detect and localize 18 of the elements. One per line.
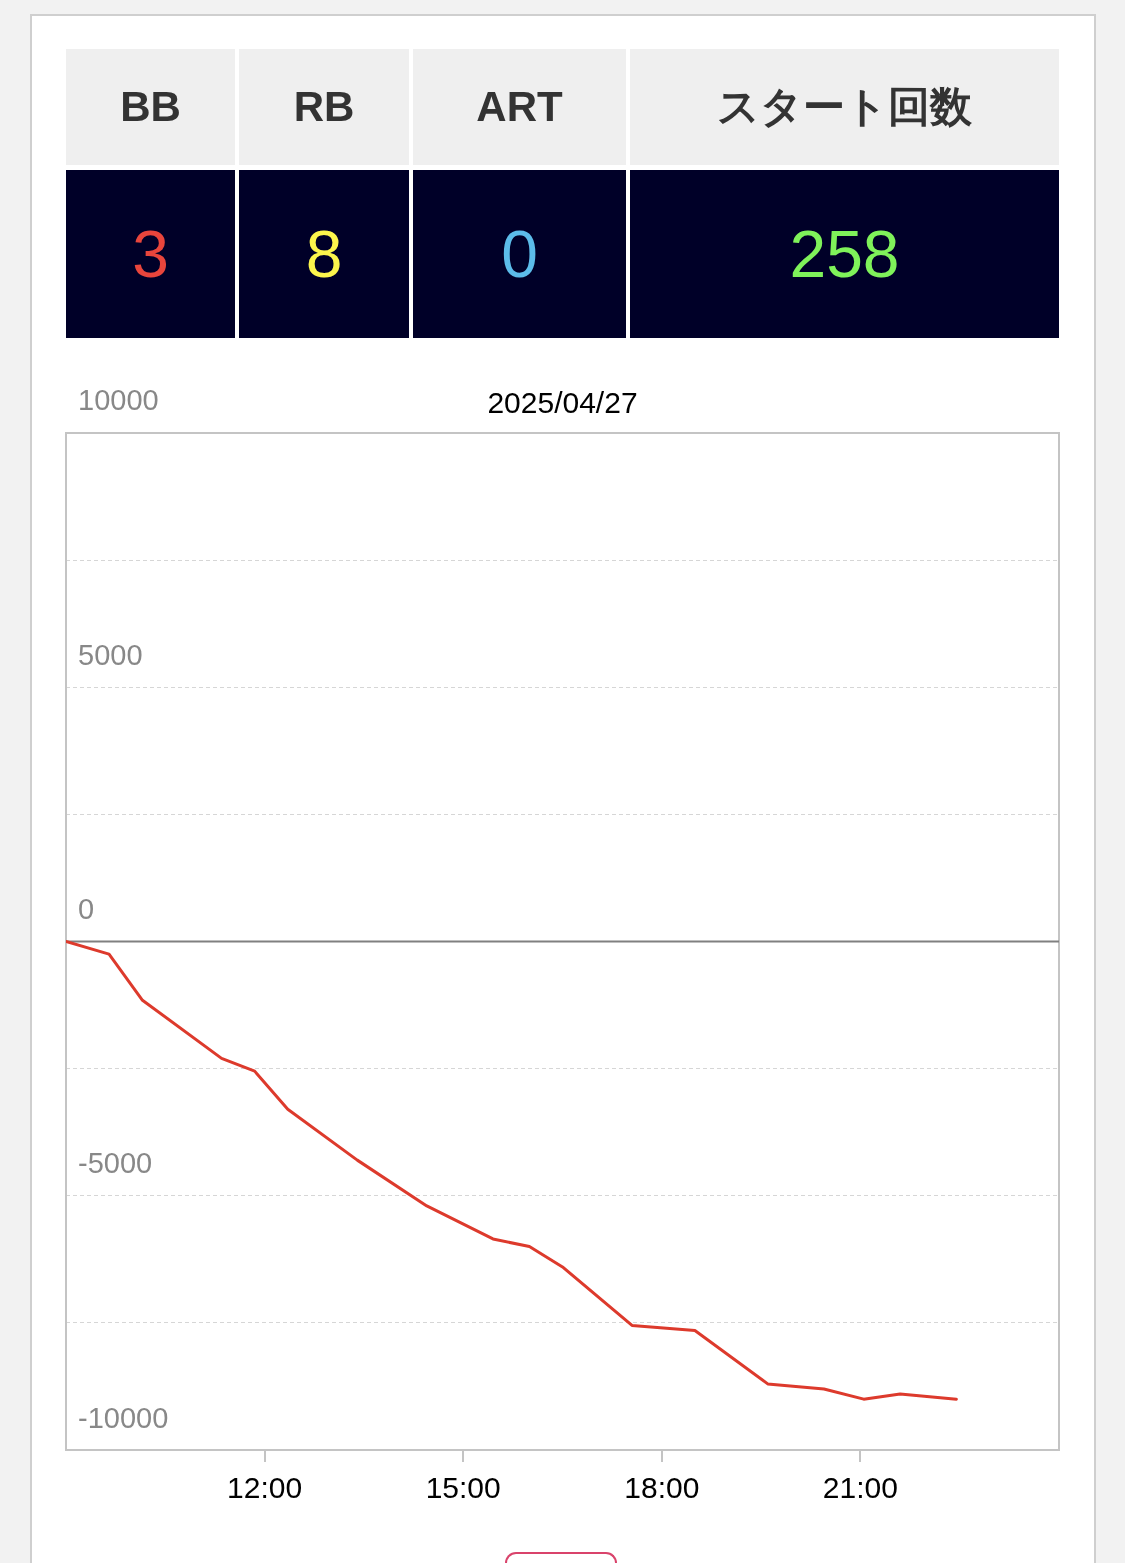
x-tick-label: 18:00 [624,1471,700,1505]
category-label: BB [66,49,235,165]
data-label: 258 [630,170,1059,338]
y-tick-label: -10000 [78,1401,169,1434]
x-tick-label: 15:00 [425,1471,501,1505]
x-tick-label: 21:00 [822,1471,898,1505]
y-tick-label: 0 [78,893,95,925]
category-label: RB [239,49,409,165]
x-tick-label: 12:00 [227,1471,303,1505]
chart-title: 2025/04/27 [487,386,638,420]
data-label: 8 [239,170,409,338]
y-tick-label: -5000 [78,1147,153,1180]
y-tick-label: 5000 [78,638,143,671]
category-label: ART [413,49,626,165]
data-label: 3 [66,170,235,338]
category-label: スタート回数 [630,49,1059,165]
y-tick-label: 10000 [78,384,159,417]
data-label: 0 [413,170,626,338]
